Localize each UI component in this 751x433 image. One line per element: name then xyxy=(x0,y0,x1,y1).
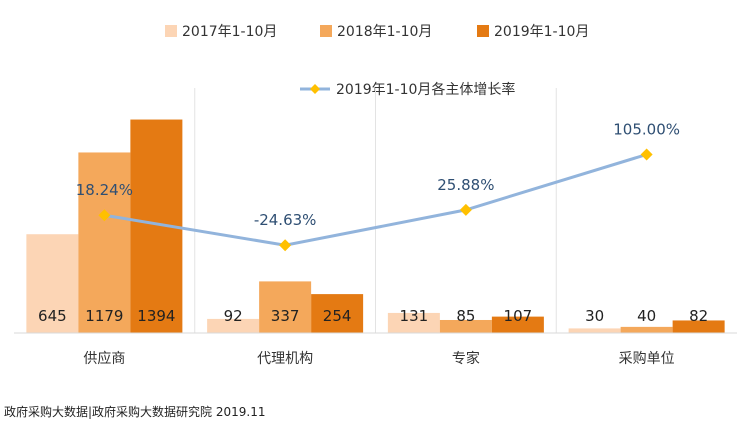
legend-swatch-2018 xyxy=(320,25,332,37)
category-label-3: 采购单位 xyxy=(619,351,675,367)
legend-line-marker xyxy=(310,84,320,94)
bar-label-2-0: 131 xyxy=(400,307,429,325)
growth-label-1: -24.63% xyxy=(254,211,317,229)
bar-label-1-0: 92 xyxy=(224,307,243,325)
bar-2-2 xyxy=(491,316,544,333)
bar-0-1 xyxy=(78,152,131,333)
legend-swatch-2019 xyxy=(477,25,489,37)
growth-marker-0 xyxy=(98,209,111,222)
category-label-0: 供应商 xyxy=(83,350,125,367)
category-label-2: 专家 xyxy=(452,350,480,367)
legend-bars: 2017年1-10月 2018年1-10月 2019年1-10月 xyxy=(165,24,589,40)
growth-label-2: 25.88% xyxy=(437,176,494,194)
growth-marker-1 xyxy=(279,239,292,252)
bar-0-0 xyxy=(26,234,79,333)
legend-line: 2019年1-10月各主体增长率 xyxy=(300,81,515,98)
bar-label-3-1: 40 xyxy=(637,307,656,325)
legend-label-2019: 2019年1-10月 xyxy=(494,24,589,40)
growth-label-0: 18.24% xyxy=(76,181,133,199)
category-label-1: 代理机构 xyxy=(257,351,313,367)
category-labels: 供应商 代理机构 专家 采购单位 xyxy=(83,350,674,367)
category-separators xyxy=(194,88,557,333)
legend-swatch-2017 xyxy=(165,25,177,37)
growth-label-3: 105.00% xyxy=(613,121,680,139)
legend-label-2017: 2017年1-10月 xyxy=(182,24,277,40)
bar-label-1-1: 337 xyxy=(271,307,300,325)
bar-label-3-0: 30 xyxy=(585,307,604,325)
bar-1-1 xyxy=(259,281,312,333)
bar-1-2 xyxy=(311,294,364,333)
growth-marker-2 xyxy=(459,203,472,216)
bar-label-0-2: 1394 xyxy=(137,307,175,325)
growth-labels: 18.24% -24.63% 25.88% 105.00% xyxy=(76,121,680,230)
bar-labels: 645 1179 1394 92 337 254 131 85 107 30 40 82 xyxy=(38,307,708,325)
source-note: 政府采购大数据|政府采购大数据研究院 2019.11 xyxy=(4,404,265,419)
bar-2-0 xyxy=(387,312,440,333)
bar-label-0-1: 1179 xyxy=(85,307,123,325)
bar-3-0 xyxy=(568,328,621,333)
legend-label-growth: 2019年1-10月各主体增长率 xyxy=(336,81,515,98)
bar-3-2 xyxy=(672,320,725,333)
growth-polyline xyxy=(104,153,648,247)
bar-1-0 xyxy=(207,318,260,333)
bar-label-0-0: 645 xyxy=(38,307,67,325)
growth-line xyxy=(98,148,653,252)
bar-label-2-2: 107 xyxy=(504,307,533,325)
legend-label-2018: 2018年1-10月 xyxy=(337,24,432,40)
bar-3-1 xyxy=(620,326,673,333)
growth-marker-3 xyxy=(640,148,653,161)
bar-2-1 xyxy=(439,319,492,333)
bar-label-2-1: 85 xyxy=(456,307,475,325)
bar-label-1-2: 254 xyxy=(323,307,352,325)
bar-label-3-2: 82 xyxy=(689,307,708,325)
